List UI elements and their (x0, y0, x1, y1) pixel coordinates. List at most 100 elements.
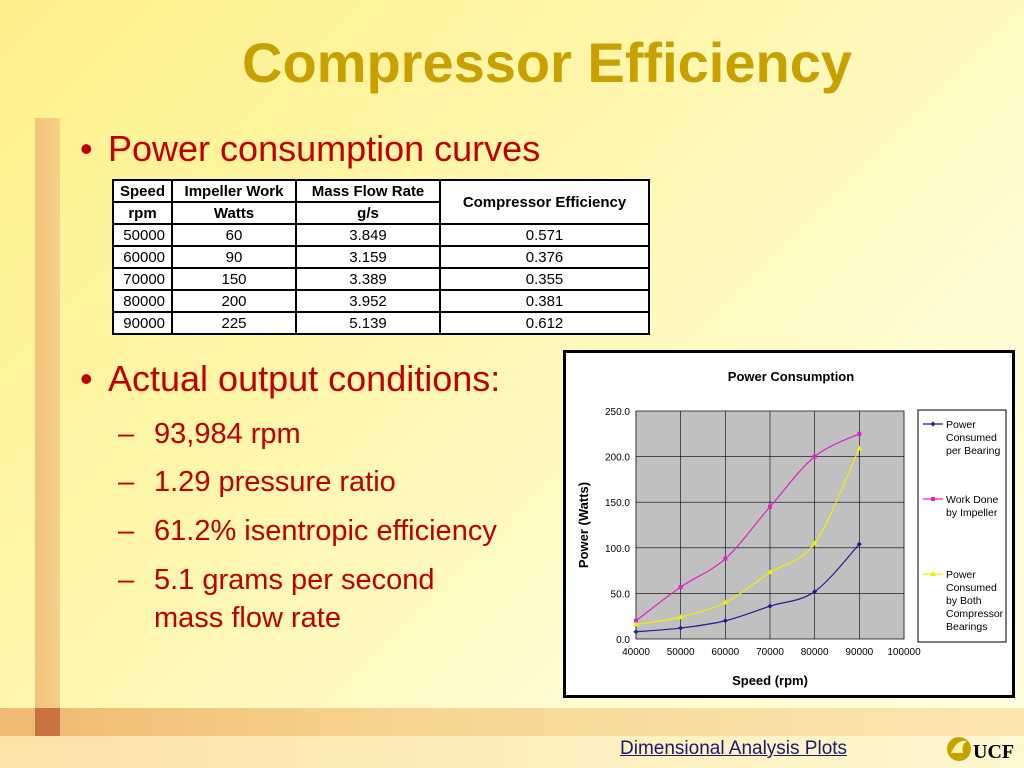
cell-flow: 3.849 (295, 223, 442, 247)
header-efficiency: Compressor Efficiency (439, 179, 651, 225)
series-line-0 (635, 543, 860, 633)
bottom-accent-bar (0, 708, 1024, 736)
legend-label: Bearings (946, 621, 987, 633)
table-row: 90000 225 5.139 0.612 (111, 311, 651, 335)
table-header-row: Speed Impeller Work Mass Flow Rate Compr… (111, 179, 651, 225)
data-point (856, 445, 863, 451)
data-point (723, 556, 728, 561)
dash-marker: – (118, 515, 135, 547)
legend-label: Consumed (946, 582, 997, 594)
cell-speed: 60000 (111, 245, 174, 269)
cell-work: 200 (171, 289, 298, 313)
dash-marker: – (118, 418, 135, 450)
sub-bullet-text: 1.29 pressure ratio (154, 466, 396, 498)
bullet-marker: • (80, 128, 93, 169)
bullet-text: Actual output conditions: (108, 358, 501, 399)
unit-rpm: rpm (111, 201, 174, 225)
cell-speed: 80000 (111, 289, 174, 313)
x-tick-label: 70000 (756, 647, 784, 658)
footer-band (0, 736, 1024, 768)
header-impeller-work: Impeller Work (171, 179, 298, 203)
bullet-output-conditions: • Actual output conditions: (80, 358, 500, 400)
y-tick-label: 50.0 (611, 589, 631, 600)
cell-flow: 3.952 (295, 289, 442, 313)
table-row: 60000 90 3.159 0.376 (111, 245, 651, 269)
chart-svg: Power Consumption 40000 50000 60000 70000 80… (576, 369, 1007, 688)
slide-title: Compressor Efficiency (242, 31, 852, 94)
sub-bullet-text-cont: mass flow rate (154, 602, 341, 634)
cell-flow: 3.159 (295, 245, 442, 269)
legend-label: Consumed (946, 432, 997, 444)
data-point (812, 589, 818, 595)
grid (635, 410, 905, 640)
header-mass-flow: Mass Flow Rate (295, 179, 442, 203)
unit-watts: Watts (171, 201, 298, 225)
cell-speed: 90000 (111, 311, 174, 335)
legend-label: Power (946, 419, 976, 431)
sub-bullet-efficiency: –61.2% isentropic efficiency (118, 512, 497, 550)
tick-labels: 40000 50000 60000 70000 80000 90000 100000 0.0 5… (605, 407, 921, 658)
x-axis-label: Speed (rpm) (732, 673, 808, 688)
ucf-logo: UCF (947, 737, 1014, 763)
data-point (722, 599, 729, 605)
x-tick-label: 60000 (711, 647, 739, 658)
legend-box (917, 409, 1007, 643)
legend-marker (930, 571, 936, 576)
cell-efficiency: 0.376 (439, 245, 651, 269)
data-point (678, 585, 683, 590)
unit-gs: g/s (295, 201, 442, 225)
cell-efficiency: 0.571 (439, 223, 651, 247)
sub-bullet-rpm: –93,984 rpm (118, 415, 301, 453)
table-units-row: rpm Watts g/s (111, 201, 649, 225)
cell-flow: 3.389 (295, 267, 442, 291)
sub-bullet-pressure: –1.29 pressure ratio (118, 463, 396, 501)
data-point (767, 603, 773, 609)
legend-label: Compressor (946, 608, 1004, 620)
data-point (768, 504, 772, 509)
data-point (812, 454, 817, 459)
legend-label: by Both (946, 595, 982, 607)
x-tick-label: 50000 (667, 647, 695, 658)
sub-bullet-mass-flow: –5.1 grams per second mass flow rate (118, 561, 434, 637)
sub-bullet-text: 93,984 rpm (154, 418, 301, 450)
table-row: 80000 200 3.952 0.381 (111, 289, 651, 313)
cell-speed: 50000 (111, 223, 174, 247)
cell-flow: 5.139 (295, 311, 442, 335)
data-point (677, 614, 684, 620)
bullet-text: Power consumption curves (108, 128, 541, 169)
legend-marker (930, 421, 936, 427)
dash-marker: – (118, 564, 135, 596)
table-row: 70000 150 3.389 0.355 (111, 267, 651, 291)
x-tick-label: 90000 (845, 647, 873, 658)
cell-speed: 70000 (111, 267, 174, 291)
dimensional-analysis-link[interactable]: Dimensional Analysis Plots (620, 738, 848, 759)
chart-title: Power Consumption (728, 369, 854, 384)
cell-efficiency: 0.355 (439, 267, 651, 291)
cell-work: 150 (171, 267, 298, 291)
left-accent-bar (35, 118, 60, 768)
y-tick-label: 250.0 (605, 407, 630, 418)
bullet-power-curves: • Power consumption curves (80, 128, 540, 170)
table-row: 50000 60 3.849 0.571 (111, 223, 651, 247)
logo-text: UCF (973, 741, 1014, 763)
data-point (722, 618, 728, 624)
cell-efficiency: 0.381 (439, 289, 651, 313)
legend-label: Power (946, 569, 976, 581)
y-tick-label: 0.0 (616, 635, 630, 646)
dash-marker: – (118, 466, 135, 498)
power-consumption-chart: Power Consumption 40000 50000 60000 70000 80… (563, 350, 1015, 698)
bullet-marker: • (80, 358, 93, 399)
data-point (857, 431, 862, 436)
x-tick-label: 40000 (622, 647, 650, 658)
cell-work: 90 (171, 245, 298, 269)
x-tick-label: 100000 (887, 647, 921, 658)
data-point (856, 541, 862, 547)
sub-bullet-text: 5.1 grams per second (154, 564, 435, 596)
data-point (767, 569, 773, 575)
y-tick-label: 150.0 (605, 498, 630, 509)
y-axis-label: Power (Watts) (576, 482, 591, 568)
legend-marker (931, 497, 935, 501)
cell-work: 225 (171, 311, 298, 335)
legend-label: Work Done (946, 494, 998, 506)
